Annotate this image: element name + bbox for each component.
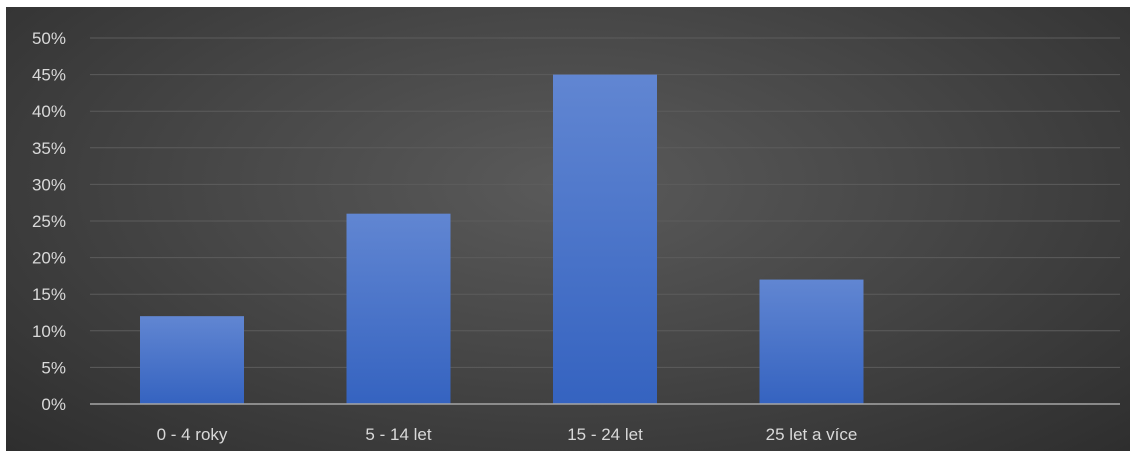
y-tick-label: 30% <box>32 175 66 194</box>
x-category-label: 25 let a více <box>766 425 858 444</box>
y-tick-label: 40% <box>32 102 66 121</box>
y-tick-label: 10% <box>32 322 66 341</box>
y-tick-label: 0% <box>41 395 66 414</box>
chart-frame: 0% 5% 10% 15% 20% 25% 30% 35% 40% 45% 50% 0 - 4 ro… <box>6 7 1130 451</box>
x-category-label: 15 - 24 let <box>567 425 643 444</box>
y-tick-label: 50% <box>32 29 66 48</box>
bar <box>346 213 451 404</box>
x-category-label: 5 - 14 let <box>365 425 431 444</box>
y-tick-label: 15% <box>32 285 66 304</box>
y-tick-label: 5% <box>41 358 66 377</box>
bars <box>140 74 864 404</box>
bar <box>140 316 244 404</box>
y-tick-label: 45% <box>32 66 66 85</box>
x-category-label: 0 - 4 roky <box>157 425 228 444</box>
bar <box>553 74 657 404</box>
y-tick-label: 35% <box>32 139 66 158</box>
y-axis-ticks: 0% 5% 10% 15% 20% 25% 30% 35% 40% 45% 50% <box>32 29 66 414</box>
bar-chart: 0% 5% 10% 15% 20% 25% 30% 35% 40% 45% 50% 0 - 4 ro… <box>32 29 1120 444</box>
y-tick-label: 25% <box>32 212 66 231</box>
bar <box>759 279 864 404</box>
y-tick-label: 20% <box>32 249 66 268</box>
x-axis-categories: 0 - 4 roky 5 - 14 let 15 - 24 let 25 let a … <box>157 425 858 444</box>
